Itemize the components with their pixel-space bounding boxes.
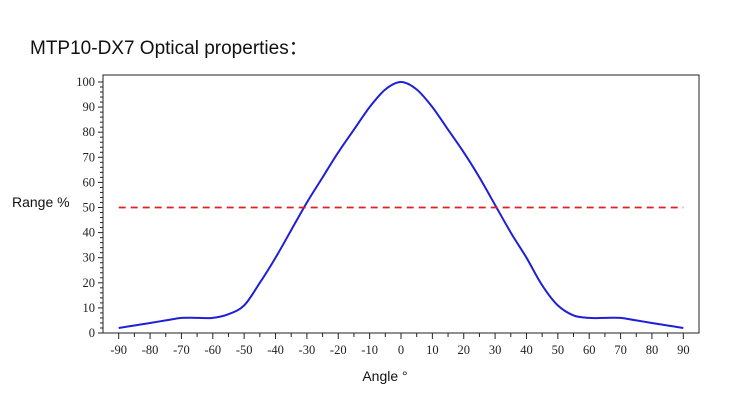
- x-tick-label: 80: [646, 343, 659, 357]
- x-tick-label: -20: [330, 343, 347, 357]
- y-tick-label: 20: [83, 276, 96, 290]
- y-tick-label: 80: [83, 125, 96, 139]
- y-axis-title: Range %: [12, 194, 70, 210]
- y-tick-label: 90: [83, 100, 96, 114]
- y-tick-label: 60: [83, 175, 96, 189]
- x-tick-label: -10: [361, 343, 378, 357]
- y-tick-label: 0: [89, 326, 95, 340]
- x-tick-label: 50: [552, 343, 565, 357]
- x-tick-label: 70: [614, 343, 627, 357]
- x-tick-label: -30: [299, 343, 316, 357]
- x-tick-label: -80: [142, 343, 159, 357]
- y-tick-label: 30: [83, 251, 96, 265]
- x-tick-label: 60: [583, 343, 596, 357]
- x-axis-title: Angle °: [362, 368, 407, 384]
- x-tick-label: 30: [489, 343, 502, 357]
- chart-title: MTP10-DX7 Optical properties：: [30, 38, 308, 59]
- y-tick-label: 100: [76, 75, 95, 89]
- x-tick-label: 40: [520, 343, 533, 357]
- y-tick-label: 40: [83, 226, 96, 240]
- x-tick-label: 90: [677, 343, 690, 357]
- x-tick-label: -50: [236, 343, 253, 357]
- x-tick-label: -90: [110, 343, 127, 357]
- x-tick-label: -40: [267, 343, 284, 357]
- plot-frame: [102, 74, 700, 334]
- x-tick-label: 0: [398, 343, 404, 357]
- x-tick-label: 10: [426, 343, 439, 357]
- y-tick-label: 70: [83, 150, 96, 164]
- x-tick-label: -70: [173, 343, 190, 357]
- series-line-main: [118, 80, 684, 329]
- y-tick-label: 50: [83, 201, 96, 215]
- y-tick-label: 10: [83, 301, 96, 315]
- x-tick-label: -60: [204, 343, 221, 357]
- x-tick-label: 20: [457, 343, 470, 357]
